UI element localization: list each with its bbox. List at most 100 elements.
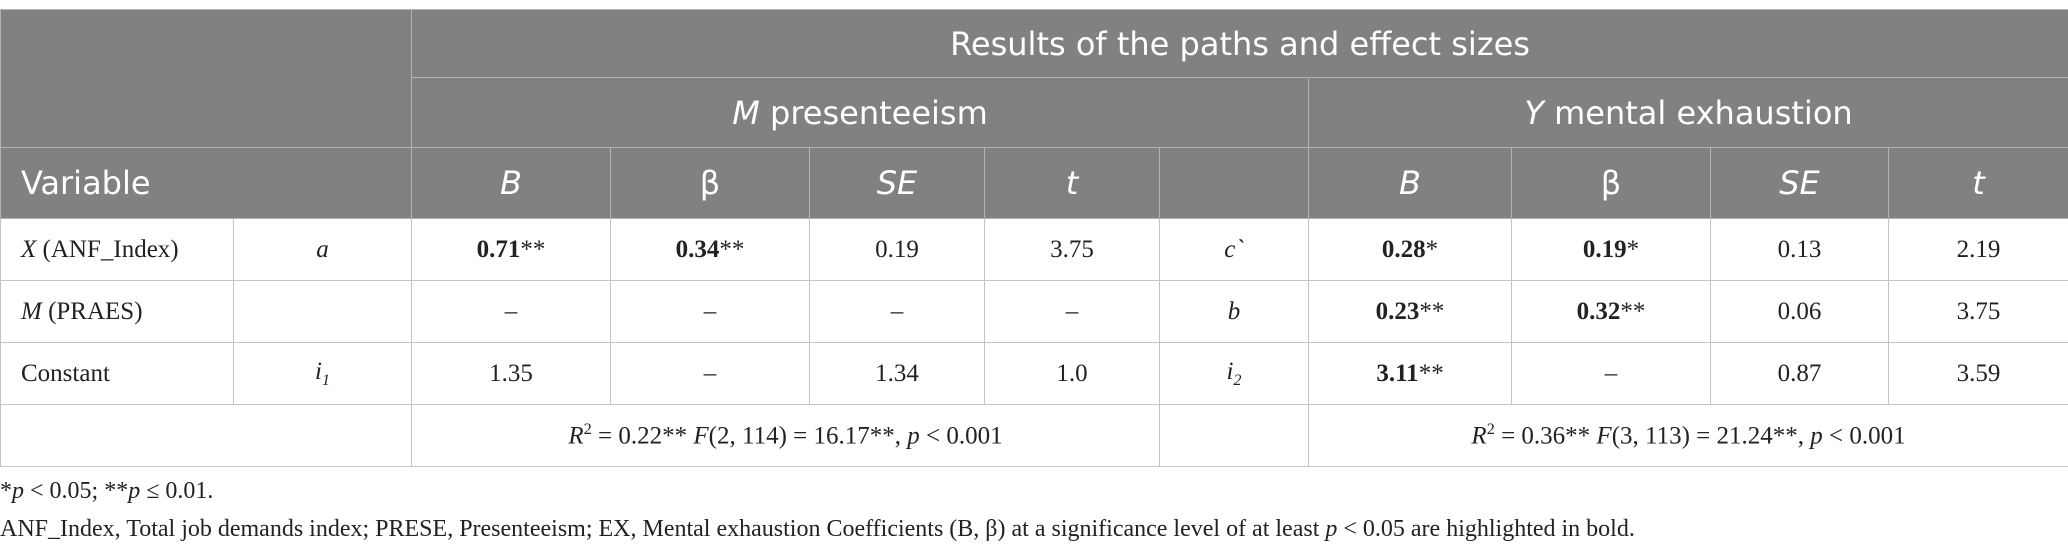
table-cell: 0.19*	[1511, 218, 1711, 281]
text-run: (ANF_Index)	[36, 235, 179, 263]
table-cell: 0.28*	[1308, 218, 1512, 281]
header-blank	[0, 9, 412, 148]
table-cell: 0.32**	[1511, 280, 1711, 343]
table-row: M (PRAES) – – – – b 0.23** 0.32** 0.06 3.75	[0, 280, 2068, 343]
table-row: Constant i1 1.35–1.34 1.0 i2 3.11** –0.87 3.59	[0, 342, 2068, 405]
text-run: B	[500, 164, 522, 202]
table-cell: 3.75	[1887, 280, 2068, 343]
text-run: = 0.36**	[1494, 422, 1597, 450]
text-run: **	[719, 235, 745, 263]
column-header: β	[1511, 147, 1711, 219]
text-run: p	[128, 478, 141, 504]
text-run: 0.71	[476, 235, 521, 263]
table-cell: 3.11**	[1308, 342, 1512, 405]
table-cell: i2	[1159, 342, 1309, 405]
text-run: c`	[1224, 235, 1244, 263]
text-run: p	[907, 422, 920, 450]
column-header: Variable	[0, 147, 412, 219]
table-cell	[1159, 404, 1309, 467]
table-cell: –	[610, 342, 810, 405]
table-cell: 1.34	[809, 342, 985, 405]
column-header: t	[984, 147, 1160, 219]
fit-row: R2 = 0.22** F(2, 114) = 16.17**, p < 0.0…	[0, 404, 2068, 467]
text-run: < 0.05; **	[24, 478, 129, 504]
column-header: SE	[1710, 147, 1889, 219]
table-cell: –	[411, 280, 611, 343]
table-cell: 1.0	[984, 342, 1160, 405]
text-run: R	[1471, 422, 1487, 450]
table-cell: Constant	[0, 342, 234, 405]
table-cell: a	[233, 218, 412, 281]
table-header: Results of the paths and effect sizes M …	[0, 9, 2068, 219]
fit-stats: R2 = 0.36** F(3, 113) = 21.24**, p < 0.0…	[1307, 404, 2068, 467]
table-cell: 2.19	[1887, 218, 2068, 281]
text-run: 0.19	[1582, 235, 1627, 263]
text-run: **	[1419, 297, 1445, 325]
text-run: p	[1325, 516, 1338, 542]
text-run: t	[1972, 164, 1985, 202]
table-cell: X (ANF_Index)	[0, 218, 234, 281]
header-title: Results of the paths and effect sizes	[410, 9, 2068, 78]
table-cell: –	[610, 280, 810, 343]
text-run: 1	[321, 370, 331, 389]
group-header: Y mental exhaustion	[1307, 77, 2068, 148]
text-run: 3.11	[1376, 359, 1419, 387]
text-run: B	[1399, 164, 1421, 202]
text-run: < 0.05 are highlighted in bold.	[1337, 516, 1635, 542]
text-run: i	[1226, 357, 1234, 385]
text-run: *	[1425, 235, 1439, 263]
text-run: b	[1227, 297, 1241, 325]
text-run: Y	[1524, 93, 1544, 132]
table-cell: 0.19	[809, 218, 985, 281]
text-run: t	[1065, 164, 1079, 202]
table-cell: M (PRAES)	[0, 280, 234, 343]
text-run: (2, 114) = 16.17**,	[708, 422, 908, 450]
table-body: X (ANF_Index) a 0.71** 0.34** 0.19 3.75 c` 0.28…	[0, 218, 2068, 467]
text-run: *	[0, 478, 12, 504]
text-run: X	[21, 235, 37, 263]
table-cell: 0.23**	[1308, 280, 1512, 343]
text-run: a	[316, 235, 329, 263]
text-run: = 0.22**	[591, 422, 694, 450]
text-run: ≤ 0.01.	[140, 478, 214, 504]
text-run: presenteeism	[759, 93, 988, 132]
table-cell: 3.59	[1887, 342, 2068, 405]
text-run: F	[693, 422, 709, 450]
text-run: ANF_Index, Total job demands index; PRES…	[0, 516, 1326, 542]
text-run: 0.23	[1375, 297, 1420, 325]
table-cell: b	[1159, 280, 1309, 343]
header-row: Variable B β SE t B β SE t	[0, 147, 2068, 219]
text-run: M	[732, 93, 760, 132]
text-run: p	[12, 478, 24, 504]
text-run: mental exhaustion	[1543, 93, 1853, 132]
text-run: (PRAES)	[41, 297, 143, 325]
text-run: p	[1810, 422, 1823, 450]
column-header: B	[411, 147, 611, 219]
text-run: *	[1626, 235, 1640, 263]
text-run: M	[21, 297, 42, 325]
table-cell: 0.34**	[610, 218, 810, 281]
table-cell: i1	[233, 342, 412, 405]
table-row: X (ANF_Index) a 0.71** 0.34** 0.19 3.75 c` 0.28…	[0, 218, 2068, 281]
text-run: 2	[1233, 370, 1242, 389]
text-run: 2	[1486, 420, 1495, 439]
text-run: i	[314, 357, 322, 385]
table-cell: 0.87	[1710, 342, 1889, 405]
text-run: 0.34	[675, 235, 720, 263]
table-cell: –	[809, 280, 985, 343]
table-cell: –	[984, 280, 1160, 343]
table-cell: 0.06	[1710, 280, 1889, 343]
column-header: B	[1308, 147, 1512, 219]
text-run: F	[1596, 422, 1612, 450]
table-cell: 0.71**	[411, 218, 611, 281]
table-cell: c`	[1159, 218, 1309, 281]
column-header: t	[1887, 147, 2068, 219]
header-row: M presenteeism Y mental exhaustion	[1, 77, 2068, 148]
text-run: 2	[583, 420, 592, 439]
text-run: R	[568, 422, 584, 450]
table-cell	[0, 404, 412, 467]
column-header: β	[610, 147, 810, 219]
table-cell: 1.35	[411, 342, 611, 405]
text-run: < 0.001	[919, 422, 1003, 450]
